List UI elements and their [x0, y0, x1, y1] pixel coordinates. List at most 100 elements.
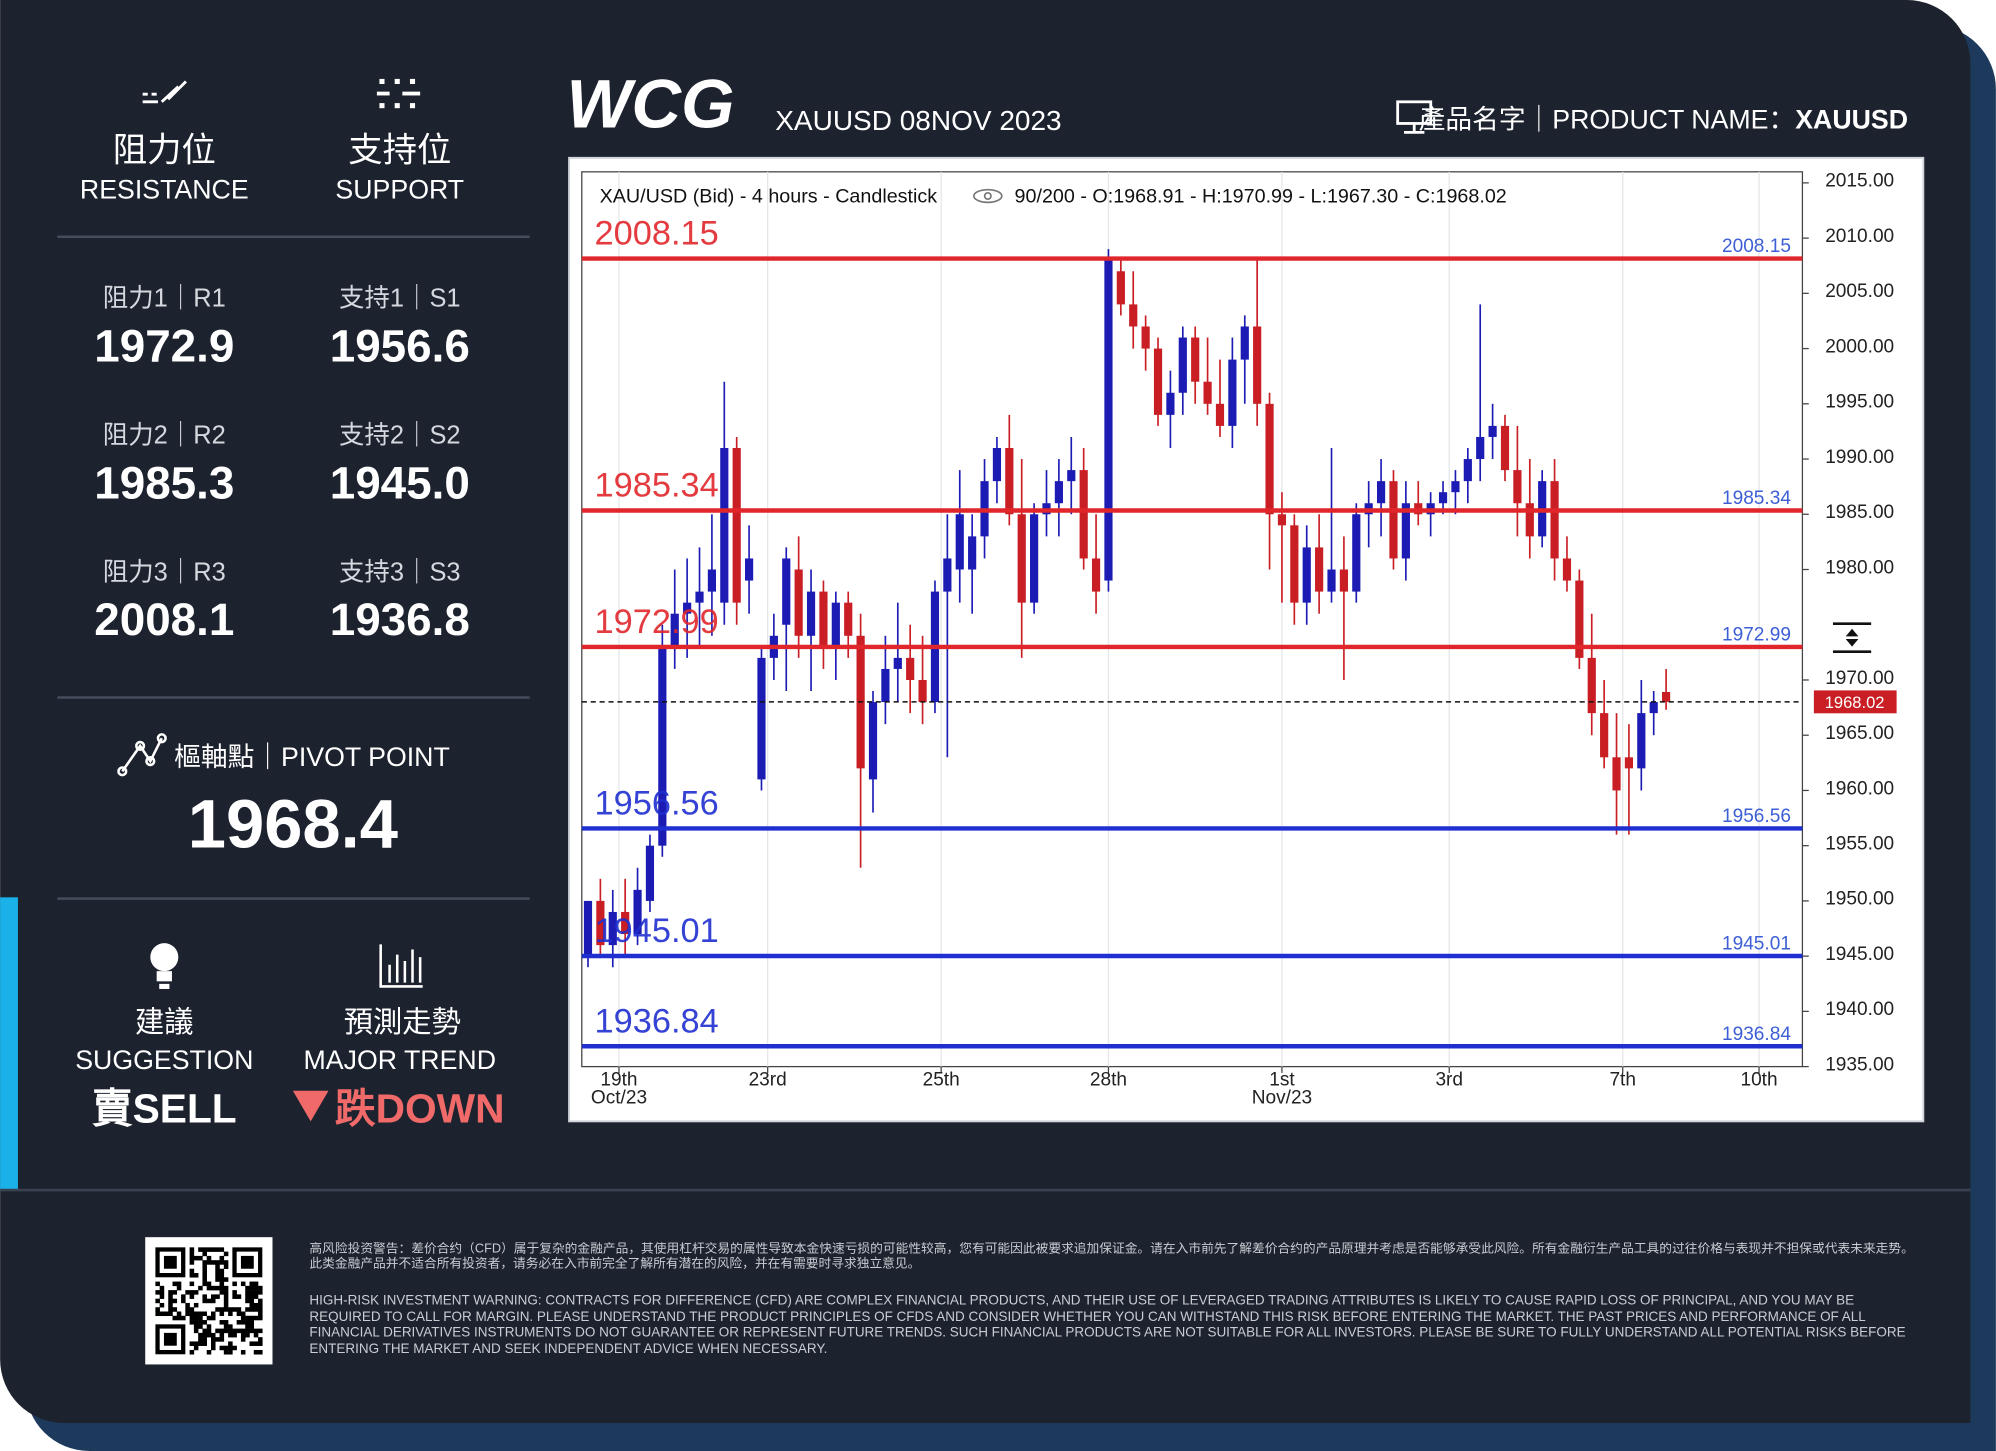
level-label: 支持3｜S3 [339, 557, 461, 586]
candle-body [1401, 503, 1410, 559]
candle-body [1389, 481, 1398, 559]
candle-body [1302, 547, 1311, 603]
plot-area [581, 171, 1804, 1068]
product-line: 產品名字｜PRODUCT NAME：XAUUSD [1419, 105, 1908, 135]
resistance-cn: 阻力位 [113, 132, 216, 170]
qr-module [219, 1273, 225, 1278]
candle-body [645, 845, 655, 901]
qr-module [210, 1315, 216, 1321]
y-tick-label: 1940.00 [1825, 999, 1894, 1020]
candle-body [1339, 569, 1348, 592]
qr-module [253, 1290, 259, 1295]
chart-title: XAU/USD (Bid) - 4 hours - Candlestick [600, 185, 938, 207]
qr-module [193, 1255, 199, 1261]
qr-module [236, 1328, 242, 1334]
warning-cn: 高风险投资警告：差价合约（CFD）属于复杂的金融产品，其使用杠杆交易的属性导致本… [309, 1242, 1914, 1272]
level-value: 2008.1 [94, 594, 234, 645]
qr-module [172, 1315, 178, 1321]
qr-module [198, 1255, 203, 1261]
logo: WCG [567, 65, 735, 142]
qr-module [219, 1311, 225, 1317]
y-tick-label: 1980.00 [1825, 557, 1894, 578]
qr-module [219, 1247, 225, 1252]
qr-module [202, 1311, 207, 1317]
qr-module [155, 1290, 160, 1295]
candle-body [893, 657, 902, 669]
level-label-right: 1936.84 [1722, 1024, 1791, 1045]
candle-body [1624, 757, 1634, 769]
qr-module [215, 1273, 220, 1278]
qr-module [189, 1349, 195, 1355]
candle-body [1277, 514, 1287, 526]
candle-body [1488, 425, 1497, 437]
qr-module [223, 1320, 229, 1325]
qr-module [189, 1307, 195, 1312]
qr-module [258, 1315, 263, 1321]
qr-module [215, 1260, 220, 1265]
trend-cn: 預測走勢 [344, 1006, 461, 1039]
candle-body [943, 558, 952, 592]
candle-body [794, 569, 803, 636]
qr-module [253, 1307, 259, 1312]
qr-module [228, 1332, 233, 1338]
qr-module [219, 1337, 225, 1342]
qr-module [245, 1315, 250, 1321]
candle-body [744, 558, 754, 581]
qr-module [240, 1315, 246, 1321]
qr-module [240, 1311, 246, 1317]
qr-module [181, 1298, 186, 1304]
qr-module [168, 1302, 173, 1308]
scale-icon [1825, 610, 1877, 653]
qr-module [155, 1307, 160, 1312]
qr-module [189, 1251, 195, 1257]
qr-module [258, 1349, 263, 1355]
candle-body [1178, 337, 1187, 393]
qr-module [172, 1307, 178, 1312]
qr-module [176, 1311, 182, 1317]
candle-body [1067, 470, 1076, 482]
candle-body [1612, 757, 1621, 791]
qr-module [189, 1260, 195, 1265]
qr-module [258, 1307, 263, 1312]
y-tick-label: 1965.00 [1825, 723, 1894, 744]
qr-module [206, 1328, 212, 1334]
qr-module [176, 1281, 182, 1287]
qr-module [232, 1281, 237, 1287]
qr-module [253, 1328, 259, 1334]
qr-module [206, 1349, 212, 1355]
qr-module [236, 1311, 242, 1317]
qr-module [189, 1268, 195, 1274]
qr-module [245, 1290, 250, 1295]
qr-module [228, 1307, 233, 1312]
chart-subtitle: 90/200 - O:1968.91 - H:1970.99 - L:1967.… [1015, 185, 1507, 207]
qr-module [206, 1332, 212, 1338]
level-label: 1936.84 [595, 1002, 719, 1040]
last-price-label: 1968.02 [1825, 693, 1885, 712]
qr-module [193, 1320, 199, 1325]
candle-body [844, 602, 853, 636]
qr-module [193, 1311, 199, 1317]
product-label: 產品名字｜PRODUCT NAME： [1419, 105, 1796, 135]
qr-module [223, 1345, 229, 1351]
eye-icon [972, 188, 1003, 204]
candle-body [918, 679, 927, 703]
qr-module [210, 1294, 216, 1299]
qr-module [249, 1294, 255, 1299]
candle-body [968, 536, 977, 570]
x-tick-label: 25th [923, 1070, 960, 1091]
level-label: 阻力2｜R2 [103, 421, 226, 450]
qr-module [232, 1328, 237, 1334]
qr-module [215, 1264, 220, 1269]
qr-module [249, 1320, 255, 1325]
candle-body [1104, 260, 1113, 581]
qr-module [202, 1337, 207, 1342]
qr-module [219, 1260, 225, 1265]
level-label: 支持1｜S1 [339, 284, 461, 313]
candle-body [831, 602, 840, 647]
qr-module [189, 1290, 195, 1295]
qr-module [258, 1290, 263, 1295]
candle-body [1215, 403, 1225, 426]
qr-module [193, 1290, 199, 1295]
qr-module [189, 1311, 195, 1317]
